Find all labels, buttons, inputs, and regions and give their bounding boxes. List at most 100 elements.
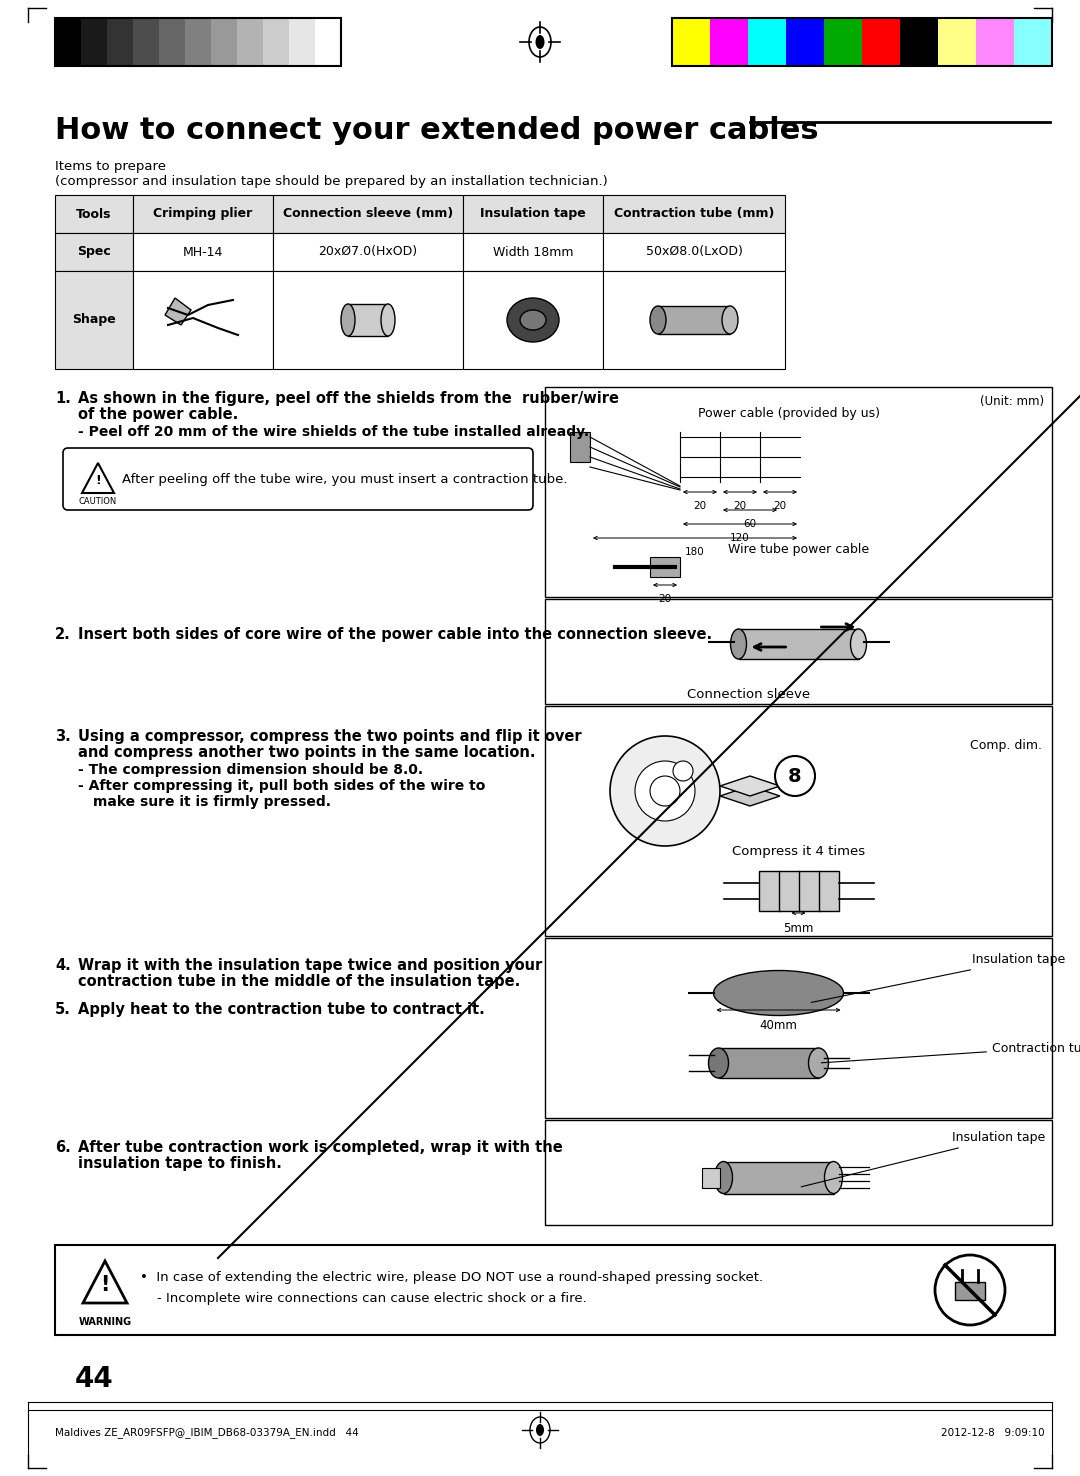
Text: Shape: Shape <box>72 313 116 326</box>
Text: insulation tape to finish.: insulation tape to finish. <box>78 1156 282 1170</box>
Bar <box>463 195 603 233</box>
Text: Maldives ZE_AR09FSFP@_IBIM_DB68-03379A_EN.indd   44: Maldives ZE_AR09FSFP@_IBIM_DB68-03379A_E… <box>55 1427 359 1439</box>
Text: 2.: 2. <box>55 627 71 642</box>
Bar <box>133 18 159 66</box>
Bar <box>545 1120 1052 1225</box>
Text: Connection sleeve: Connection sleeve <box>687 688 810 701</box>
Text: As shown in the figure, peel off the shields from the  rubber/wire: As shown in the figure, peel off the shi… <box>78 391 619 406</box>
Text: 20: 20 <box>733 500 746 511</box>
Bar <box>570 432 590 462</box>
Bar <box>1014 18 1052 66</box>
Bar <box>545 939 1052 1117</box>
Bar <box>650 556 680 577</box>
Bar <box>939 18 976 66</box>
Polygon shape <box>165 298 191 325</box>
Text: Insulation tape: Insulation tape <box>811 953 1065 1002</box>
Text: of the power cable.: of the power cable. <box>78 407 239 422</box>
Circle shape <box>935 1255 1005 1325</box>
Bar <box>976 18 1014 66</box>
Text: and compress another two points in the same location.: and compress another two points in the s… <box>78 745 536 760</box>
Text: MH-14: MH-14 <box>183 245 224 258</box>
Text: 6.: 6. <box>55 1139 71 1156</box>
Text: 2012-12-8   9:09:10: 2012-12-8 9:09:10 <box>942 1427 1045 1438</box>
Bar <box>81 18 107 66</box>
Bar <box>463 272 603 369</box>
Text: Items to prepare: Items to prepare <box>55 159 166 173</box>
Ellipse shape <box>341 304 355 337</box>
Text: 20xØ7.0(HxOD): 20xØ7.0(HxOD) <box>319 245 418 258</box>
Bar <box>724 1162 834 1194</box>
Text: Compress it 4 times: Compress it 4 times <box>732 844 865 858</box>
Ellipse shape <box>708 1048 729 1077</box>
Text: Spec: Spec <box>77 245 111 258</box>
Text: 44: 44 <box>75 1365 113 1393</box>
Text: 8: 8 <box>788 766 801 785</box>
Text: Connection sleeve (mm): Connection sleeve (mm) <box>283 208 454 220</box>
Text: 120: 120 <box>730 533 750 543</box>
Bar <box>315 18 341 66</box>
Text: After tube contraction work is completed, wrap it with the: After tube contraction work is completed… <box>78 1139 563 1156</box>
Bar <box>133 233 273 272</box>
Bar <box>237 18 264 66</box>
Bar <box>289 18 315 66</box>
Bar <box>133 272 273 369</box>
Text: Using a compressor, compress the two points and flip it over: Using a compressor, compress the two poi… <box>78 729 582 744</box>
Text: 3.: 3. <box>55 729 71 744</box>
Polygon shape <box>83 1261 127 1303</box>
Bar <box>718 1048 819 1077</box>
Bar <box>702 1168 719 1188</box>
Text: (compressor and insulation tape should be prepared by an installation technician: (compressor and insulation tape should b… <box>55 176 608 187</box>
Text: Insert both sides of core wire of the power cable into the connection sleeve.: Insert both sides of core wire of the po… <box>78 627 712 642</box>
Bar <box>824 18 862 66</box>
Bar <box>273 195 463 233</box>
Bar <box>603 272 785 369</box>
Ellipse shape <box>723 306 738 334</box>
Bar <box>603 195 785 233</box>
Circle shape <box>775 756 815 796</box>
Bar <box>862 18 900 66</box>
Text: 20: 20 <box>773 500 786 511</box>
Text: - Incomplete wire connections can cause electric shock or a fire.: - Incomplete wire connections can cause … <box>140 1292 586 1305</box>
Text: contraction tube in the middle of the insulation tape.: contraction tube in the middle of the in… <box>78 974 521 989</box>
Text: WARNING: WARNING <box>79 1317 132 1327</box>
Ellipse shape <box>536 1424 544 1436</box>
Text: Comp. dim.: Comp. dim. <box>970 739 1042 753</box>
Text: 40mm: 40mm <box>759 1018 797 1032</box>
Circle shape <box>650 776 680 806</box>
Text: After peeling off the tube wire, you must insert a contraction tube.: After peeling off the tube wire, you mus… <box>122 472 567 486</box>
Text: Width 18mm: Width 18mm <box>492 245 573 258</box>
Circle shape <box>610 737 720 846</box>
Bar <box>672 18 710 66</box>
Text: 1.: 1. <box>55 391 71 406</box>
Text: Insulation tape: Insulation tape <box>801 1132 1045 1187</box>
Text: Contraction tube: Contraction tube <box>821 1042 1080 1063</box>
Text: Apply heat to the contraction tube to contract it.: Apply heat to the contraction tube to co… <box>78 1002 485 1017</box>
Text: •  In case of extending the electric wire, please DO NOT use a round-shaped pres: • In case of extending the electric wire… <box>140 1271 764 1284</box>
Bar <box>748 18 786 66</box>
Bar <box>55 18 81 66</box>
Bar <box>658 306 730 334</box>
Text: - The compression dimension should be 8.0.: - The compression dimension should be 8.… <box>78 763 423 776</box>
Bar <box>955 1283 985 1300</box>
Bar <box>710 18 748 66</box>
Bar <box>603 233 785 272</box>
Bar <box>133 195 273 233</box>
Text: - Peel off 20 mm of the wire shields of the tube installed already.: - Peel off 20 mm of the wire shields of … <box>78 425 589 438</box>
Bar <box>55 18 341 66</box>
Text: Power cable (provided by us): Power cable (provided by us) <box>698 406 879 419</box>
Text: !: ! <box>100 1275 110 1294</box>
Text: 60: 60 <box>743 520 757 528</box>
Bar <box>545 387 1052 596</box>
Bar <box>348 304 388 337</box>
Bar <box>107 18 133 66</box>
Text: CAUTION: CAUTION <box>79 497 117 506</box>
Bar <box>739 629 859 658</box>
FancyBboxPatch shape <box>63 449 534 511</box>
Ellipse shape <box>381 304 395 337</box>
Text: Tools: Tools <box>77 208 111 220</box>
Ellipse shape <box>536 35 544 49</box>
Ellipse shape <box>851 629 866 658</box>
Bar <box>55 1244 1055 1334</box>
Bar <box>672 18 1052 66</box>
Polygon shape <box>720 776 780 796</box>
